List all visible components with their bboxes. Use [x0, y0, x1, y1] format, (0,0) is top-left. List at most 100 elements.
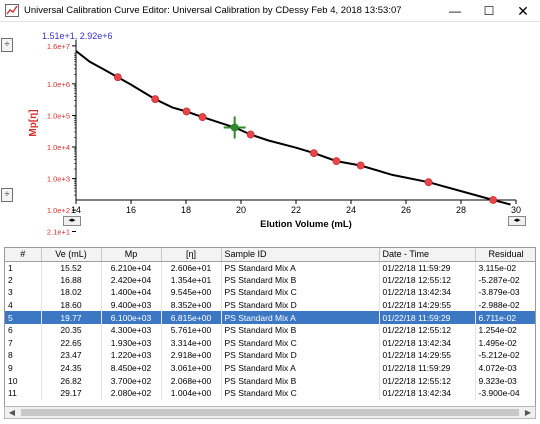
table-cell: PS Standard Mix A	[221, 261, 380, 274]
y-zoom-top-button[interactable]: ÷	[1, 38, 13, 52]
data-point	[198, 113, 207, 121]
table-cell: 15.52	[41, 261, 102, 274]
table-row[interactable]: 1 15.52 6.210e+04 2.606e+01 PS Standard Mix …	[5, 261, 535, 274]
table-cell: 22.65	[41, 336, 102, 350]
column-header[interactable]: #	[5, 248, 42, 262]
cursor-readout: 1.51e+1, 2.92e+6	[42, 31, 113, 41]
table-cell: PS Standard Mix C	[221, 386, 380, 400]
table-cell: 3.115e-02	[475, 261, 535, 274]
table-cell: PS Standard Mix C	[221, 336, 380, 350]
table-cell: 6.815e+00	[161, 311, 222, 324]
column-header[interactable]: Ve (mL)	[41, 248, 102, 262]
horizontal-scrollbar[interactable]: ◀ ▶	[4, 406, 536, 419]
table-cell: 01/22/18 11:59:29	[379, 311, 476, 324]
table-cell: 01/22/18 11:59:29	[379, 361, 476, 375]
table-cell: 1.400e+04	[101, 286, 162, 299]
table-cell: PS Standard Mix D	[221, 298, 380, 312]
table-cell: 1.004e+00	[161, 386, 222, 400]
table-cell: 01/22/18 14:29:55	[379, 349, 476, 362]
x-tick-label: 28	[456, 205, 466, 215]
x-tick-label: 16	[126, 205, 136, 215]
table-cell: -5.212e-02	[475, 349, 535, 362]
maximize-button[interactable]: ☐	[483, 4, 495, 18]
table-cell: 8.450e+02	[101, 361, 162, 375]
table-cell: 01/22/18 13:42:34	[379, 286, 476, 299]
y-tick-label: 2.1e+1	[47, 227, 70, 236]
table-cell: PS Standard Mix B	[221, 273, 380, 287]
y-tick-label: 1.6e+7	[47, 42, 70, 51]
data-point	[489, 196, 498, 204]
table-row[interactable]: 5 19.77 6.100e+03 6.815e+00 PS Standard Mix …	[5, 311, 535, 324]
table-cell: 6.711e-02	[475, 311, 535, 324]
table-cell: 6.210e+04	[101, 261, 162, 274]
table-row[interactable]: 8 23.47 1.220e+03 2.918e+00 PS Standard Mix …	[5, 349, 535, 362]
table-row[interactable]: 6 20.35 4.300e+03 5.761e+00 PS Standard Mix …	[5, 323, 535, 337]
table-cell: 1.354e+01	[161, 273, 222, 287]
x-tick-label: 26	[401, 205, 411, 215]
column-header[interactable]: Residual	[475, 248, 535, 262]
table-cell: 10	[5, 374, 42, 387]
table-cell: PS Standard Mix D	[221, 349, 380, 362]
column-header[interactable]: [η]	[161, 248, 222, 262]
data-point	[182, 107, 191, 116]
close-button[interactable]: ✕	[517, 3, 529, 19]
table-cell: 2.080e+02	[101, 386, 162, 400]
x-scroll-right-pair[interactable]: ◂▸	[508, 216, 526, 226]
table-cell: 1	[5, 261, 42, 274]
table-cell: 3.700e+02	[101, 374, 162, 387]
column-header[interactable]: Date - Time	[379, 248, 476, 262]
table-row[interactable]: 2 16.88 2.420e+04 1.354e+01 PS Standard Mix …	[5, 273, 535, 287]
data-point	[332, 157, 341, 166]
app-chart-icon	[5, 4, 19, 17]
table-cell: 11	[5, 386, 42, 400]
selected-data-point	[230, 123, 239, 132]
scroll-left-arrow-icon[interactable]: ◀	[8, 408, 16, 417]
column-header[interactable]: Mp	[101, 248, 162, 262]
x-tick-label: 24	[346, 205, 356, 215]
table-cell: 2.420e+04	[101, 273, 162, 287]
x-scroll-left-pair[interactable]: ◂▸	[63, 216, 81, 226]
x-tick-label: 22	[291, 205, 301, 215]
table-cell: 01/22/18 12:55:12	[379, 323, 476, 337]
x-tick-label: 30	[511, 205, 521, 215]
window-title: Universal Calibration Curve Editor: Univ…	[24, 5, 402, 16]
data-point	[356, 161, 365, 170]
table-cell: PS Standard Mix A	[221, 361, 380, 375]
data-point	[246, 130, 255, 139]
y-tick-label: 1.0e+5	[47, 111, 70, 120]
table-row[interactable]: 9 24.35 8.450e+02 3.061e+00 PS Standard Mix …	[5, 361, 535, 375]
table-cell: 8	[5, 349, 42, 362]
x-axis-label: Elution Volume (mL)	[260, 219, 352, 230]
table-cell: -2.988e-02	[475, 298, 535, 312]
data-point	[151, 95, 160, 104]
y-tick-label: 1.0e+6	[47, 80, 70, 89]
table-cell: 7	[5, 336, 42, 350]
title-bar: Universal Calibration Curve Editor: Univ…	[0, 0, 540, 22]
table-cell: 1.254e-02	[475, 323, 535, 337]
table-cell: 01/22/18 14:29:55	[379, 298, 476, 312]
table-row[interactable]: 4 18.60 9.400e+03 8.352e+00 PS Standard Mix …	[5, 298, 535, 312]
calibration-chart[interactable]: 14 16 18 20 22 24 26 28 301.6e+71.0e+61.0e+51.0e…	[0, 22, 540, 236]
table-header-row: # Ve (mL) Mp [η] Sample ID Date - Time Residua…	[5, 248, 535, 262]
calibration-curve	[75, 50, 511, 206]
table-cell: 20.35	[41, 323, 102, 337]
table-cell: 26.82	[41, 374, 102, 387]
table-cell: 01/22/18 13:42:34	[379, 336, 476, 350]
table-cell: PS Standard Mix B	[221, 374, 380, 387]
table-cell: 18.60	[41, 298, 102, 312]
scroll-thumb[interactable]	[21, 409, 519, 416]
y-tick-label: 1.0e+2	[47, 206, 70, 215]
table-cell: -3.900e-04	[475, 386, 535, 400]
scroll-right-arrow-icon[interactable]: ▶	[524, 408, 532, 417]
table-cell: 9.545e+00	[161, 286, 222, 299]
table-row[interactable]: 10 26.82 3.700e+02 2.068e+00 PS Standard Mix…	[5, 374, 535, 387]
table-row[interactable]: 11 29.17 2.080e+02 1.004e+00 PS Standard Mix…	[5, 386, 535, 400]
minimize-button[interactable]: —	[449, 4, 461, 18]
y-axis-label: Mp[η]	[28, 109, 39, 136]
data-point	[113, 73, 122, 82]
y-zoom-bottom-button[interactable]: ÷	[1, 188, 13, 202]
table-cell: 4.072e-03	[475, 361, 535, 375]
table-row[interactable]: 3 18.02 1.400e+04 9.545e+00 PS Standard Mix …	[5, 286, 535, 299]
table-row[interactable]: 7 22.65 1.930e+03 3.314e+00 PS Standard Mix …	[5, 336, 535, 350]
column-header[interactable]: Sample ID	[221, 248, 380, 262]
